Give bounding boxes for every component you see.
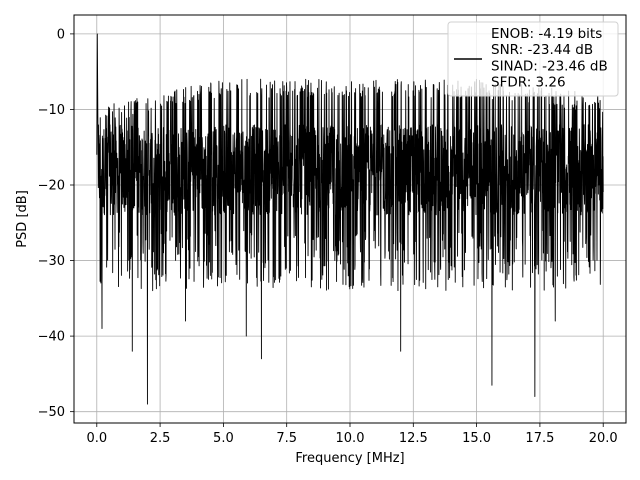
x-tick-label: 15.0 xyxy=(462,431,491,446)
y-tick-label: −10 xyxy=(38,103,65,118)
x-tick-label: 7.5 xyxy=(276,431,297,446)
y-tick-label: −20 xyxy=(38,179,65,194)
legend-box xyxy=(447,21,619,97)
series-line-psd xyxy=(96,33,604,405)
x-tick-label: 17.5 xyxy=(525,431,554,446)
y-axis-ticks: 0 −10 −20 −30 −40 −50 xyxy=(38,27,74,420)
series-layer xyxy=(96,33,604,405)
x-tick-label: 5.0 xyxy=(213,431,234,446)
y-tick-label: −30 xyxy=(38,254,65,269)
x-tick-label: 20.0 xyxy=(589,431,618,446)
x-tick-label: 2.5 xyxy=(150,431,171,446)
legend-entry: ENOB: -4.19 bits SNR: -23.44 dB SINAD: -23… xyxy=(491,26,608,91)
legend: ENOB: -4.19 bits SNR: -23.44 dB SINAD: -23… xyxy=(447,21,619,97)
x-tick-label: 10.0 xyxy=(336,431,365,446)
y-axis-label: PSD [dB] xyxy=(15,190,30,248)
x-tick-label: 12.5 xyxy=(399,431,428,446)
y-tick-label: −50 xyxy=(38,405,65,420)
x-axis-label: Frequency [MHz] xyxy=(295,451,404,466)
x-tick-label: 0.0 xyxy=(86,431,107,446)
y-tick-label: 0 xyxy=(57,27,65,42)
x-axis-ticks: 0.0 2.5 5.0 7.5 10.0 12.5 15.0 17.5 20.0 xyxy=(86,423,618,446)
y-tick-label: −40 xyxy=(38,330,65,345)
